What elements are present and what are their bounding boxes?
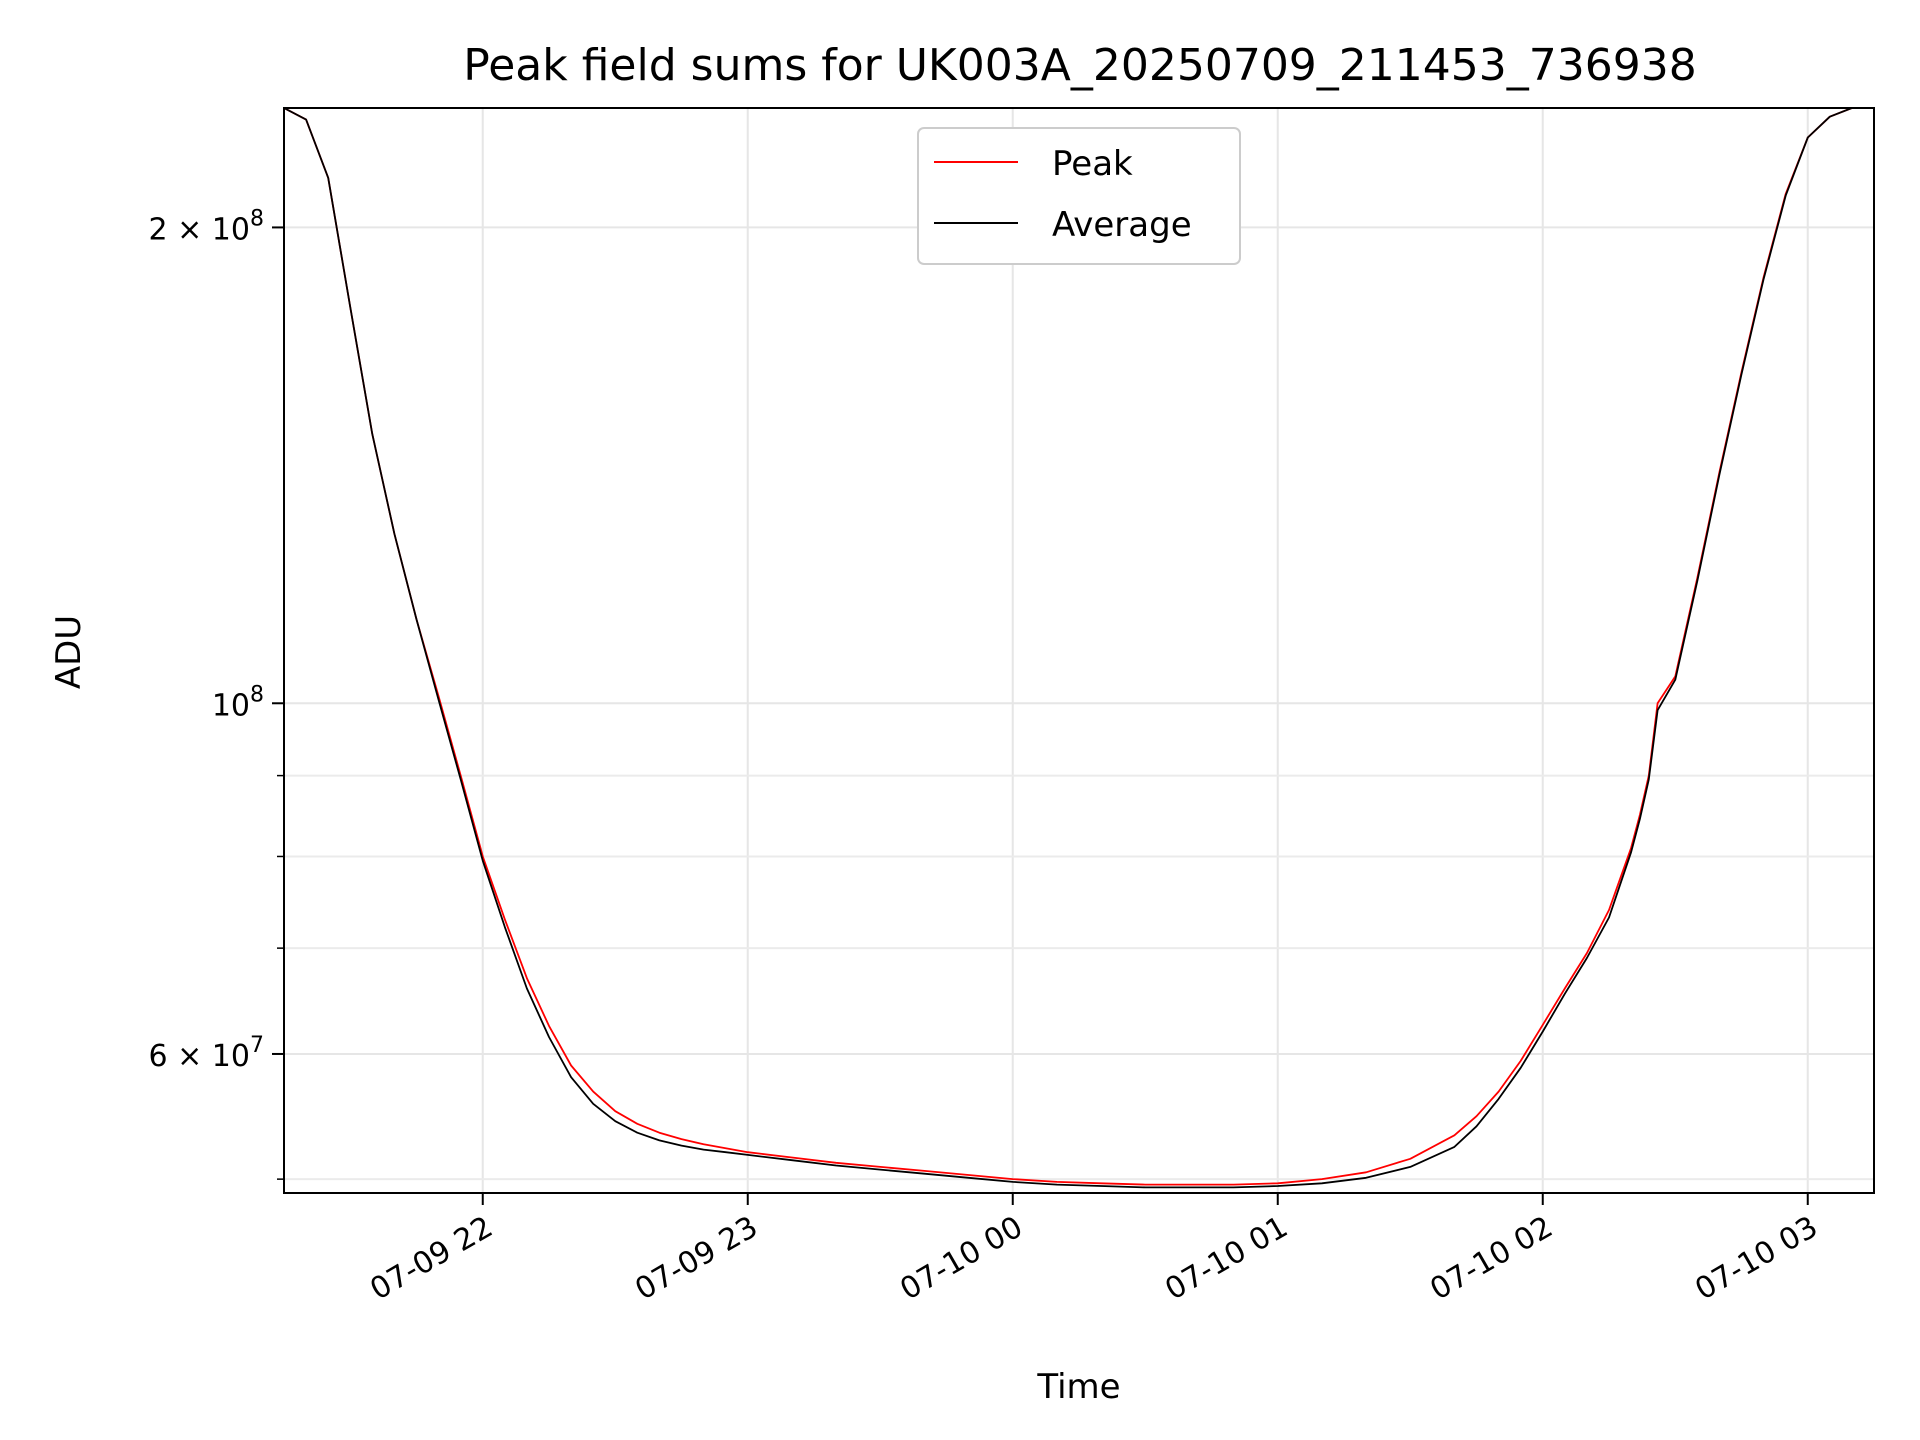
- legend-label-peak: Peak: [1052, 144, 1133, 184]
- y-tick-label: 108: [212, 682, 264, 723]
- gridlines: [284, 108, 1874, 1193]
- legend: Peak Average: [917, 127, 1241, 265]
- series-line-average: [284, 108, 1874, 1189]
- chart-title: Peak field sums for UK003A_20250709_2114…: [463, 40, 1696, 91]
- y-tick-label: 2 × 108: [149, 206, 264, 247]
- series-line-peak: [284, 108, 1874, 1186]
- x-axis-label: Time: [1036, 1367, 1120, 1407]
- plot-series: [284, 108, 1874, 1189]
- y-tick-label: 6 × 107: [149, 1033, 264, 1074]
- y-axis-label: ADU: [49, 615, 89, 689]
- legend-label-average: Average: [1052, 205, 1192, 245]
- plot-frame: [283, 107, 1875, 1194]
- y-axis: 2 × 108 108 6 × 107: [149, 206, 284, 1180]
